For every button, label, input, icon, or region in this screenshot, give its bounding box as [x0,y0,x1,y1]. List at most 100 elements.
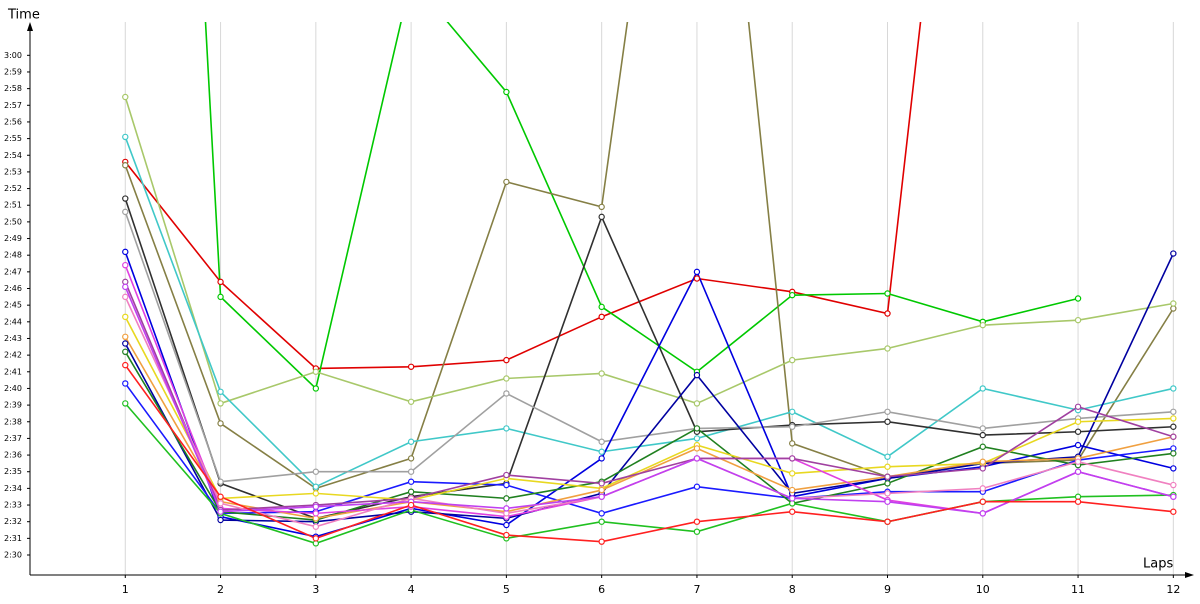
y-tick-label: 2:43 [4,334,22,343]
point [693,400,701,407]
point [884,290,891,297]
y-tick-label: 2:34 [4,484,22,493]
point [979,321,986,329]
point [1074,403,1082,410]
point [789,356,796,364]
y-tick-label: 2:57 [4,101,22,110]
point [693,425,701,432]
point [693,371,701,379]
point [789,408,796,415]
point [122,248,129,256]
point [503,471,510,479]
y-tick-label: 2:48 [4,251,22,260]
point [407,478,415,485]
series-line [124,22,1175,490]
point [693,268,701,276]
point [122,162,129,169]
point [979,498,986,505]
point [979,425,986,432]
series-line [124,364,1174,543]
point [122,261,129,269]
point [789,440,796,447]
point [407,398,415,405]
point [503,481,510,489]
x-tick-label: 11 [1071,583,1085,596]
point [1170,450,1177,457]
y-tick-label: 2:44 [4,317,22,326]
y-axis-label: Time [7,8,40,23]
y-tick-label: 2:45 [4,301,22,310]
point [312,468,320,475]
point [789,508,796,515]
series-line [124,211,1174,483]
x-tick-label: 10 [976,583,990,596]
point [1074,498,1082,505]
x-tick-label: 7 [693,583,700,596]
point [693,445,701,452]
series-line [124,253,1175,523]
point [598,510,605,517]
point [789,291,796,299]
point [217,420,224,427]
point [979,431,986,439]
point [503,521,510,529]
y-tick-label: 3:00 [4,51,22,60]
series-line [124,402,1174,545]
series-line [124,286,1174,515]
y-tick-label: 2:30 [4,551,22,560]
y-tick-label: 2:56 [4,117,22,126]
point [884,345,891,352]
point [407,501,415,509]
point [1170,465,1177,472]
point [598,370,605,377]
point [598,313,605,321]
point [1170,408,1177,415]
point [1074,458,1082,465]
point [312,510,320,517]
point [217,400,224,407]
point [598,303,605,311]
point [312,523,320,530]
point [1074,418,1082,425]
point [407,455,415,462]
y-tick-label: 2:59 [4,67,22,76]
point [122,93,129,101]
point [1074,441,1082,449]
y-tick-label: 2:38 [4,417,22,426]
point [693,435,701,442]
point [693,455,701,462]
point [693,483,701,490]
point [217,493,224,500]
point [789,455,796,462]
y-tick-label: 2:54 [4,151,22,160]
point [1170,433,1177,440]
x-tick-label: 5 [503,583,510,596]
x-axis-label: Laps [1143,557,1173,572]
point [979,443,986,450]
x-tick-label: 2 [217,583,224,596]
point [217,516,224,524]
point [217,388,224,395]
point [884,518,891,525]
point [979,510,986,517]
series-line [124,136,1174,488]
plot-area [122,22,1177,547]
series-line [124,22,922,370]
point [122,283,129,291]
point [1074,428,1082,435]
point [1074,295,1082,302]
point [598,493,605,500]
point [122,340,129,347]
point [312,490,320,497]
point [598,486,605,494]
y-tick-label: 2:39 [4,401,22,410]
point [598,455,605,462]
point [1170,481,1177,489]
point [884,463,891,470]
x-tick-label: 6 [598,583,605,596]
point [312,385,320,392]
point [979,385,986,392]
y-tick-label: 2:49 [4,234,22,243]
y-axis-arrow [27,22,33,31]
point [598,213,605,221]
